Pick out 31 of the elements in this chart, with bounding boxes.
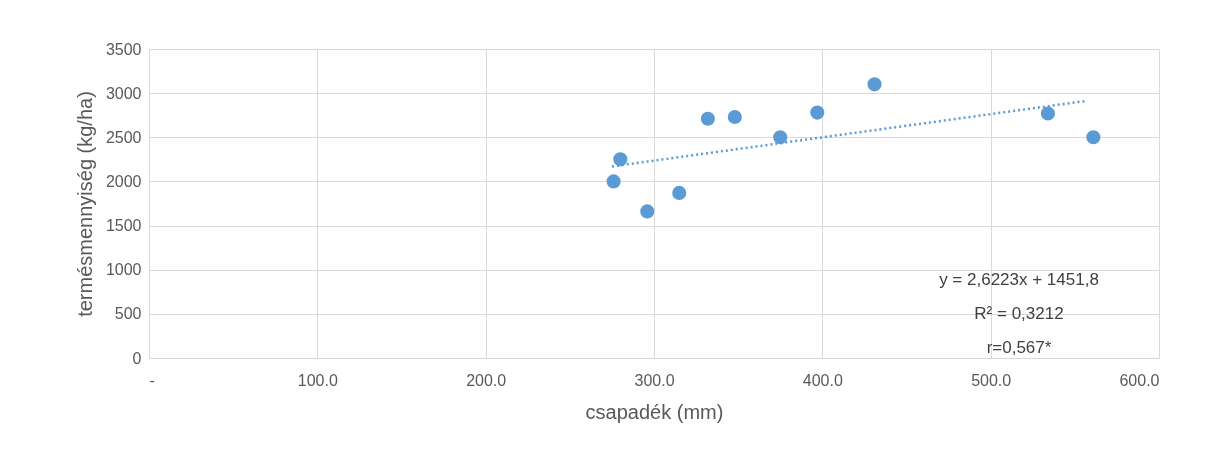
y-tick-label: 500	[114, 305, 142, 323]
y-axis-title: termésmennyiség (kg/ha)	[73, 91, 96, 317]
y-tick-label: 2000	[105, 172, 142, 190]
point	[606, 174, 621, 189]
point	[700, 111, 715, 126]
x-tick-label: 100.0	[297, 371, 338, 389]
x-tick-label: 300.0	[634, 371, 675, 389]
point	[672, 185, 687, 200]
y-tick-label: 1500	[105, 217, 142, 235]
x-axis-title: csapadék (mm)	[585, 400, 724, 423]
point	[1040, 106, 1055, 121]
annotation: y = 2,6223x + 1451,8	[939, 270, 1099, 289]
annotation: r=0,567*	[986, 338, 1052, 357]
y-tick-label: 3000	[105, 84, 142, 102]
point	[1086, 130, 1101, 145]
x-tick-label: 500.0	[971, 371, 1012, 389]
y-tick-label: 3500	[105, 40, 142, 58]
annotation: R² = 0,3212	[974, 304, 1064, 323]
point	[773, 130, 788, 145]
x-tick-label: -	[149, 371, 155, 389]
x-tick-label: 600.0	[1119, 371, 1160, 389]
point	[727, 109, 742, 125]
point	[867, 77, 882, 92]
x-tick-label: 200.0	[466, 371, 507, 389]
x-tick-label: 400.0	[802, 371, 843, 389]
y-tick-label: 1000	[105, 261, 142, 279]
y-tick-label: 2500	[105, 128, 142, 146]
point	[810, 105, 825, 120]
point	[613, 152, 628, 167]
y-tick-label: 0	[132, 349, 142, 367]
point	[640, 204, 655, 219]
